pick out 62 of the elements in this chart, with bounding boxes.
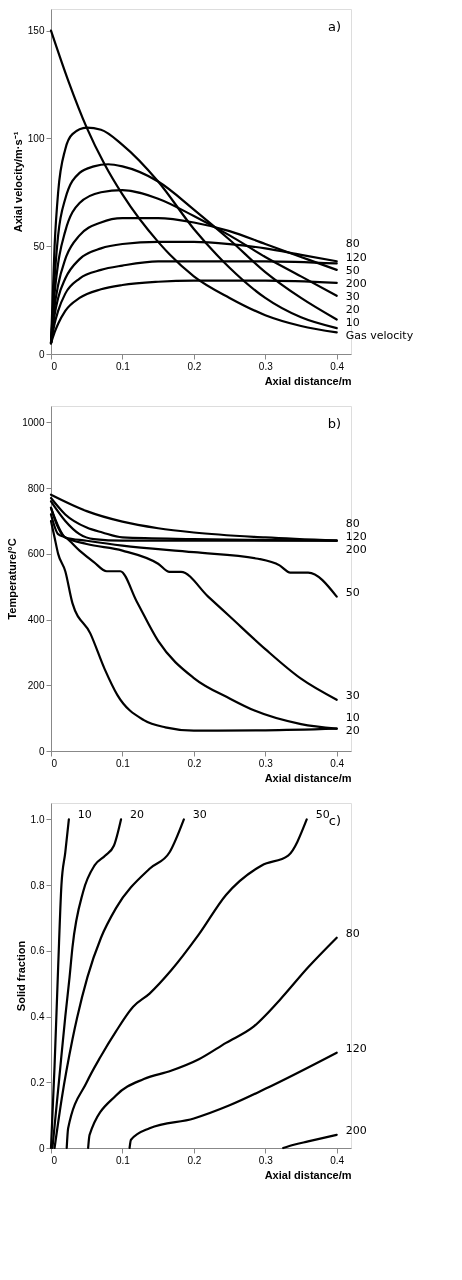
series-label: 30 [345, 688, 360, 702]
y-axis-title: Temperature/°C [6, 538, 19, 620]
x-tick-label: 0.3 [258, 757, 274, 769]
x-tick-label: 0.1 [115, 757, 131, 769]
series-label: 50 [315, 808, 330, 822]
y-tick-label: 1000 [22, 416, 45, 428]
y-tick-label: 0 [38, 745, 45, 757]
y-tick-label: 0 [38, 1142, 45, 1154]
y-tick-label: 0.2 [30, 1076, 45, 1088]
series-label: 200 [345, 276, 367, 290]
y-tick-label: 1.0 [30, 813, 45, 825]
series-label: 50 [345, 263, 360, 277]
y-axis-title: Solid fraction [14, 940, 27, 1012]
y-tick-label: 0 [38, 348, 45, 360]
x-tick-label: 0.1 [115, 1154, 131, 1166]
x-tick-label: 0 [51, 360, 58, 372]
x-axis-title: Axial distance/m [264, 374, 352, 387]
x-axis-title: Axial distance/m [264, 771, 352, 784]
x-axis-title: Axial distance/m [264, 1168, 352, 1181]
series-label: 10 [345, 315, 360, 329]
series-label: 80 [345, 237, 360, 251]
series-label: 80 [345, 926, 360, 940]
series-label: 80 [345, 516, 360, 530]
y-tick-label: 800 [27, 482, 45, 494]
y-tick-label: 400 [27, 614, 45, 626]
series-label: 120 [345, 1041, 367, 1055]
series-label: 50 [345, 585, 360, 599]
x-tick-label: 0.2 [187, 360, 202, 372]
series-label: 30 [345, 289, 360, 303]
x-tick-label: 0.2 [187, 1154, 202, 1166]
y-tick-label: 50 [33, 240, 45, 252]
series-label: 20 [345, 724, 360, 738]
series-label: 120 [345, 250, 367, 264]
y-tick-label: 0.4 [30, 1011, 45, 1023]
x-tick-label: 0.3 [258, 1154, 274, 1166]
y-tick-label: 600 [27, 548, 45, 560]
annotation: b) [327, 416, 341, 431]
x-tick-label: 0.4 [330, 360, 345, 372]
x-tick-label: 0.4 [330, 757, 345, 769]
annotation: a) [327, 19, 341, 34]
series-label: 200 [345, 1123, 367, 1137]
series-label: 200 [345, 542, 367, 556]
y-tick-label: 0.8 [30, 879, 45, 891]
x-tick-label: 0 [51, 757, 58, 769]
x-tick-label: 0.2 [187, 757, 202, 769]
y-tick-label: 100 [27, 132, 45, 144]
series-label: Gas velocity [345, 328, 414, 342]
x-tick-label: 0.4 [330, 1154, 345, 1166]
annotation: c) [328, 813, 341, 828]
y-tick-label: 200 [27, 679, 45, 691]
series-label: 30 [192, 808, 207, 822]
series-label: 20 [130, 808, 144, 822]
x-tick-label: 0.1 [115, 360, 131, 372]
series-label: 10 [345, 711, 360, 725]
y-tick-label: 0.6 [30, 945, 45, 957]
series-label: 10 [77, 808, 92, 822]
y-axis-title: Axial velocity/m·s⁻¹ [11, 131, 24, 233]
x-tick-label: 0 [51, 1154, 58, 1166]
series-label: 120 [345, 529, 367, 543]
x-tick-label: 0.3 [258, 360, 274, 372]
y-tick-label: 150 [27, 25, 45, 37]
series-label: 20 [345, 302, 360, 316]
